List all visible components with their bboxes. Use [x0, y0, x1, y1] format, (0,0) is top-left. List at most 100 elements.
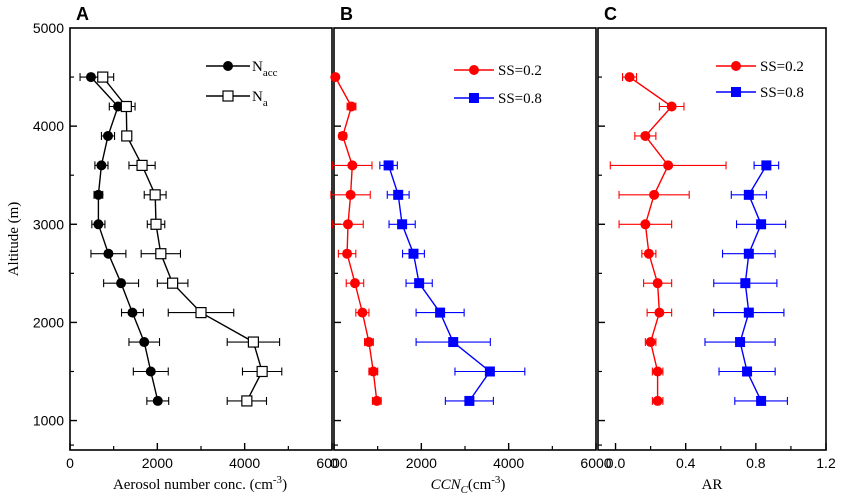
data-point: [85, 72, 96, 83]
data-point: [152, 395, 163, 406]
data-point: [645, 337, 656, 348]
data-point: [93, 189, 104, 200]
panel-b-plot: 0 2000 4000 6000: [330, 72, 612, 471]
panel-b-x-tick-label: 2000: [406, 455, 437, 471]
data-point: [743, 307, 754, 318]
data-point: [155, 248, 167, 260]
legend-b-ss08-marker: [469, 93, 479, 103]
legend-c-ss02-label: SS=0.2: [760, 59, 804, 75]
legend-nacc-label: Nacc: [252, 59, 278, 79]
panel-a-x-axis-title: Aerosol number conc. (cm-3): [113, 474, 287, 493]
legend-c-ss08-label: SS=0.8: [760, 85, 804, 101]
data-point: [116, 278, 127, 289]
data-point: [102, 130, 113, 141]
panel-c-frame: [597, 27, 827, 451]
data-point: [448, 337, 459, 348]
data-point: [414, 278, 425, 289]
panel-b-legend: SS=0.2 SS=0.8: [454, 63, 542, 107]
legend-b-ss02-marker: [469, 65, 479, 75]
data-point: [484, 366, 495, 377]
y-tick-label: 4000: [33, 118, 64, 134]
data-point: [640, 130, 651, 141]
data-point: [649, 189, 660, 200]
y-tick-label: 1000: [33, 413, 64, 429]
data-point: [357, 307, 368, 318]
legend-na-marker: [222, 90, 234, 102]
data-point: [464, 395, 475, 406]
data-point: [624, 72, 635, 83]
data-point: [345, 189, 356, 200]
data-point: [93, 219, 104, 230]
y-tick-label: 3000: [33, 216, 64, 232]
data-point: [363, 337, 374, 348]
data-point: [247, 336, 259, 348]
data-point: [136, 159, 148, 171]
data-point: [337, 130, 348, 141]
panel-c-series-line: [629, 76, 673, 401]
data-point: [640, 219, 651, 230]
data-point: [167, 277, 179, 289]
data-point: [761, 160, 772, 171]
data-point: [397, 219, 408, 230]
panel-c-plot: 0.0 0.4 0.8 1.2: [598, 72, 836, 471]
data-point: [383, 160, 394, 171]
panel-b-frame: [333, 27, 597, 451]
legend-c-ss02-marker: [731, 61, 741, 71]
legend-nacc-marker: [223, 61, 233, 71]
data-point: [666, 101, 677, 112]
panel-b-series-1: [379, 160, 526, 406]
panel-b-x-tick-label: 6000: [580, 455, 611, 471]
legend-na-label: Na: [252, 89, 268, 109]
panel-a-series-line: [90, 76, 159, 402]
y-tick-label: 2000: [33, 314, 64, 330]
panel-a-plot: 0 2000 4000 6000 1000 2000 3000 4000 5000: [33, 20, 348, 471]
data-point: [435, 307, 446, 318]
data-point: [742, 366, 753, 377]
data-point: [96, 160, 107, 171]
data-point: [139, 337, 150, 348]
panel-a-legend: Nacc Na: [206, 59, 278, 109]
data-point: [342, 219, 353, 230]
data-point: [347, 160, 358, 171]
data-point: [127, 307, 138, 318]
panel-c-x-tick-label: 0.8: [746, 455, 766, 471]
panel-a-series-1: [91, 71, 283, 407]
panel-b-label: B: [340, 4, 353, 24]
panel-a-series-0: [79, 72, 170, 406]
panel-c-legend: SS=0.2 SS=0.8: [716, 59, 804, 101]
panel-a-x-tick-label: 2000: [142, 455, 173, 471]
y-axis-title: Altitude (m): [6, 202, 22, 277]
panel-b-series-line: [387, 165, 491, 402]
data-point: [743, 248, 754, 259]
data-point: [97, 71, 109, 83]
data-point: [408, 248, 419, 259]
plot-layer: 0 2000 4000 6000 1000 2000 3000 4000 5000 0 2000 40…: [33, 20, 836, 471]
data-point: [652, 278, 663, 289]
data-point: [371, 395, 382, 406]
data-point: [149, 189, 161, 201]
legend-b-ss02-label: SS=0.2: [498, 63, 542, 79]
panel-a-series-line: [102, 76, 263, 402]
data-point: [346, 101, 357, 112]
panel-a-label: A: [76, 4, 89, 24]
panel-c-x-tick-label: 0.0: [606, 455, 626, 471]
data-point: [756, 395, 767, 406]
data-point: [120, 100, 132, 113]
panel-b-x-tick-label: 4000: [493, 455, 524, 471]
data-point: [663, 160, 674, 171]
panel-b-series-0: [330, 72, 382, 406]
data-point: [756, 219, 767, 230]
data-point: [349, 278, 360, 289]
y-tick-label: 5000: [33, 20, 64, 36]
panel-b-x-tick-label: 0: [330, 455, 338, 471]
data-point: [241, 395, 253, 407]
data-point: [654, 307, 665, 318]
data-point: [150, 218, 162, 230]
data-point: [393, 189, 404, 200]
data-point: [330, 72, 341, 83]
panel-a-x-tick-label: 4000: [229, 455, 260, 471]
panel-a-frame: [69, 27, 333, 451]
panel-a-x-tick-label: 0: [66, 455, 74, 471]
panel-b-x-axis-title: CCNC(cm-3): [431, 474, 506, 496]
